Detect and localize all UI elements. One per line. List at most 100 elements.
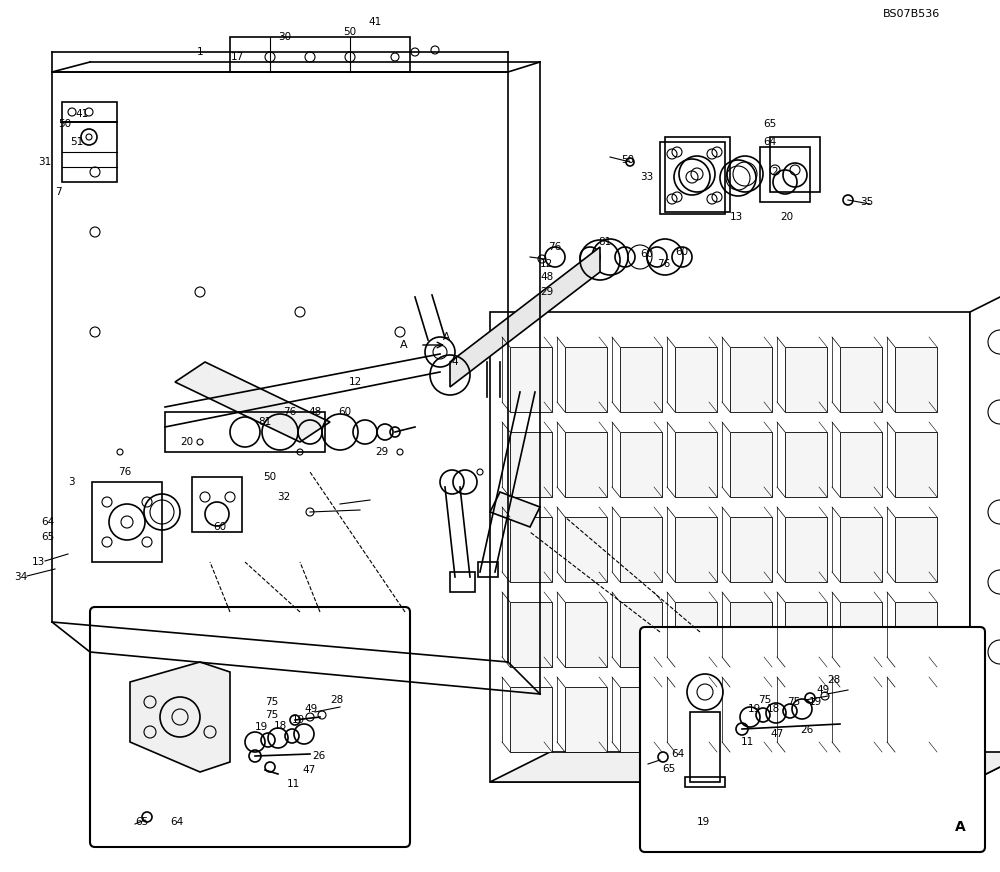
Polygon shape	[785, 432, 827, 497]
Polygon shape	[620, 687, 662, 752]
Text: 41: 41	[75, 109, 88, 119]
Polygon shape	[130, 662, 230, 772]
Text: 60: 60	[213, 522, 227, 532]
Text: 19: 19	[696, 817, 710, 827]
Polygon shape	[840, 602, 882, 667]
Polygon shape	[510, 347, 552, 412]
Polygon shape	[565, 517, 607, 582]
Text: 19: 19	[809, 697, 822, 707]
Polygon shape	[675, 517, 717, 582]
Polygon shape	[510, 432, 552, 497]
Text: 28: 28	[330, 695, 343, 705]
Bar	[62, 122, 117, 182]
Text: BS07B536: BS07B536	[883, 9, 940, 19]
Polygon shape	[565, 602, 607, 667]
Text: 31: 31	[38, 157, 51, 167]
Polygon shape	[785, 602, 827, 667]
Text: 65: 65	[42, 532, 55, 542]
Bar	[165, 412, 325, 452]
Polygon shape	[895, 432, 937, 497]
Text: A: A	[955, 820, 965, 834]
Text: 12: 12	[348, 377, 362, 387]
Text: 18: 18	[273, 721, 287, 731]
Text: 64: 64	[42, 517, 55, 527]
Text: 32: 32	[277, 492, 290, 502]
Text: 60: 60	[338, 407, 352, 417]
Text: 50: 50	[343, 27, 357, 37]
Polygon shape	[730, 602, 772, 667]
Bar	[660, 142, 725, 214]
FancyBboxPatch shape	[640, 627, 985, 852]
Bar	[760, 147, 810, 202]
Bar	[770, 137, 820, 192]
Text: 81: 81	[258, 417, 272, 427]
Text: 65: 65	[662, 764, 675, 774]
Text: 20: 20	[180, 437, 193, 447]
Polygon shape	[730, 432, 772, 497]
Polygon shape	[565, 347, 607, 412]
Bar	[478, 562, 498, 577]
Polygon shape	[840, 517, 882, 582]
Polygon shape	[895, 602, 937, 667]
Text: 75: 75	[758, 695, 771, 705]
Polygon shape	[730, 347, 772, 412]
Text: 75: 75	[265, 710, 278, 720]
Text: 19: 19	[748, 704, 761, 714]
Text: 76: 76	[118, 467, 132, 477]
Text: 29: 29	[375, 447, 388, 457]
Text: 81: 81	[598, 237, 612, 247]
Bar	[450, 572, 475, 592]
Polygon shape	[730, 517, 772, 582]
Text: 50: 50	[58, 119, 71, 129]
Text: 48: 48	[308, 407, 322, 417]
Polygon shape	[510, 687, 552, 752]
Polygon shape	[840, 432, 882, 497]
Text: 60: 60	[640, 249, 653, 259]
Polygon shape	[620, 432, 662, 497]
Polygon shape	[895, 347, 937, 412]
Text: 13: 13	[32, 557, 45, 567]
Text: 19: 19	[292, 715, 305, 725]
Text: 51: 51	[70, 137, 83, 147]
Text: 12: 12	[540, 259, 553, 269]
Text: 48: 48	[540, 272, 553, 282]
Text: 20: 20	[780, 212, 793, 222]
Polygon shape	[675, 432, 717, 497]
Polygon shape	[840, 347, 882, 412]
Text: 76: 76	[283, 407, 297, 417]
Polygon shape	[785, 347, 827, 412]
Text: 28: 28	[827, 675, 840, 685]
Text: 64: 64	[763, 137, 777, 147]
Polygon shape	[675, 347, 717, 412]
Bar	[92, 482, 162, 562]
Polygon shape	[510, 517, 552, 582]
Polygon shape	[970, 282, 1000, 782]
Text: 60: 60	[675, 247, 688, 257]
Text: 26: 26	[800, 725, 813, 735]
FancyBboxPatch shape	[90, 607, 410, 847]
Polygon shape	[620, 602, 662, 667]
Text: 34: 34	[14, 572, 27, 582]
Polygon shape	[785, 517, 827, 582]
Text: 3: 3	[68, 477, 75, 487]
Polygon shape	[450, 247, 600, 387]
Text: 33: 33	[640, 172, 653, 182]
FancyBboxPatch shape	[490, 312, 970, 782]
Text: 64: 64	[671, 749, 684, 759]
Text: 17: 17	[230, 52, 244, 62]
Bar	[665, 137, 730, 212]
Bar	[685, 777, 725, 787]
Text: 29: 29	[540, 287, 553, 297]
Text: 18: 18	[766, 704, 780, 714]
Text: 64: 64	[170, 817, 183, 827]
Text: A: A	[443, 332, 450, 342]
Text: 50: 50	[621, 155, 635, 165]
Text: 30: 30	[278, 32, 292, 42]
Text: 1: 1	[197, 47, 203, 57]
Polygon shape	[730, 687, 772, 752]
Text: 35: 35	[860, 197, 873, 207]
Text: 65: 65	[763, 119, 777, 129]
Bar	[230, 37, 410, 72]
Text: 19: 19	[255, 722, 268, 732]
Text: 4: 4	[452, 357, 458, 367]
